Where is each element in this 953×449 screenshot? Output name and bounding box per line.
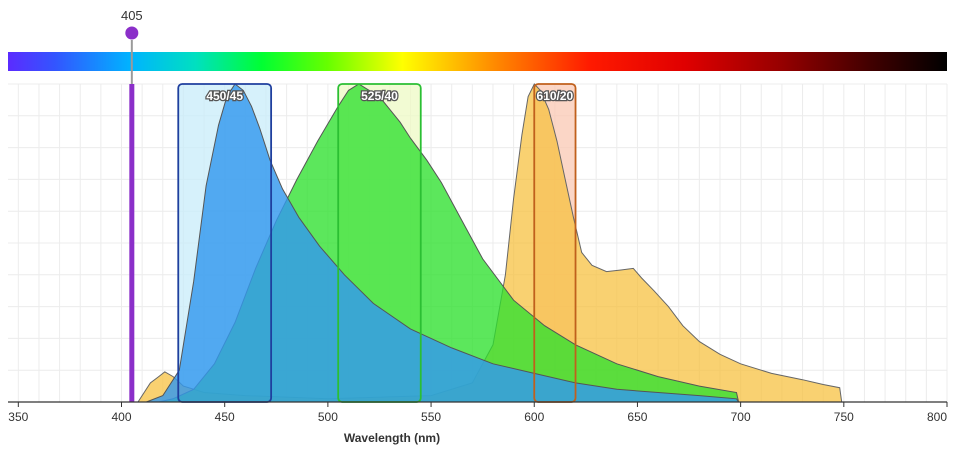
x-tick-label: 650 — [627, 410, 647, 424]
laser-marker[interactable]: 405 — [121, 8, 143, 402]
x-tick-label: 750 — [834, 410, 854, 424]
emission-area-3 — [146, 83, 740, 403]
laser-handle[interactable] — [125, 26, 139, 40]
x-tick-label: 350 — [8, 410, 28, 424]
x-axis-title: Wavelength (nm) — [344, 431, 440, 445]
x-tick-label: 400 — [111, 410, 131, 424]
laser-line — [129, 84, 135, 402]
x-tick-label: 700 — [731, 410, 751, 424]
filter-label: 450/45 — [206, 89, 243, 103]
x-tick-label: 450 — [215, 410, 235, 424]
x-tick-label: 550 — [421, 410, 441, 424]
x-tick-label: 500 — [318, 410, 338, 424]
x-tick-label: 800 — [927, 410, 947, 424]
x-tick-label: 600 — [524, 410, 544, 424]
spectrum-bar — [8, 52, 947, 71]
filter-label: 525/40 — [361, 89, 398, 103]
laser-label: 405 — [121, 8, 143, 23]
emission-areas — [137, 83, 843, 403]
x-axis-ticks: 350 400 450 500 550 600 650 700 750 800 — [8, 402, 948, 424]
filter-label: 610/20 — [537, 89, 574, 103]
